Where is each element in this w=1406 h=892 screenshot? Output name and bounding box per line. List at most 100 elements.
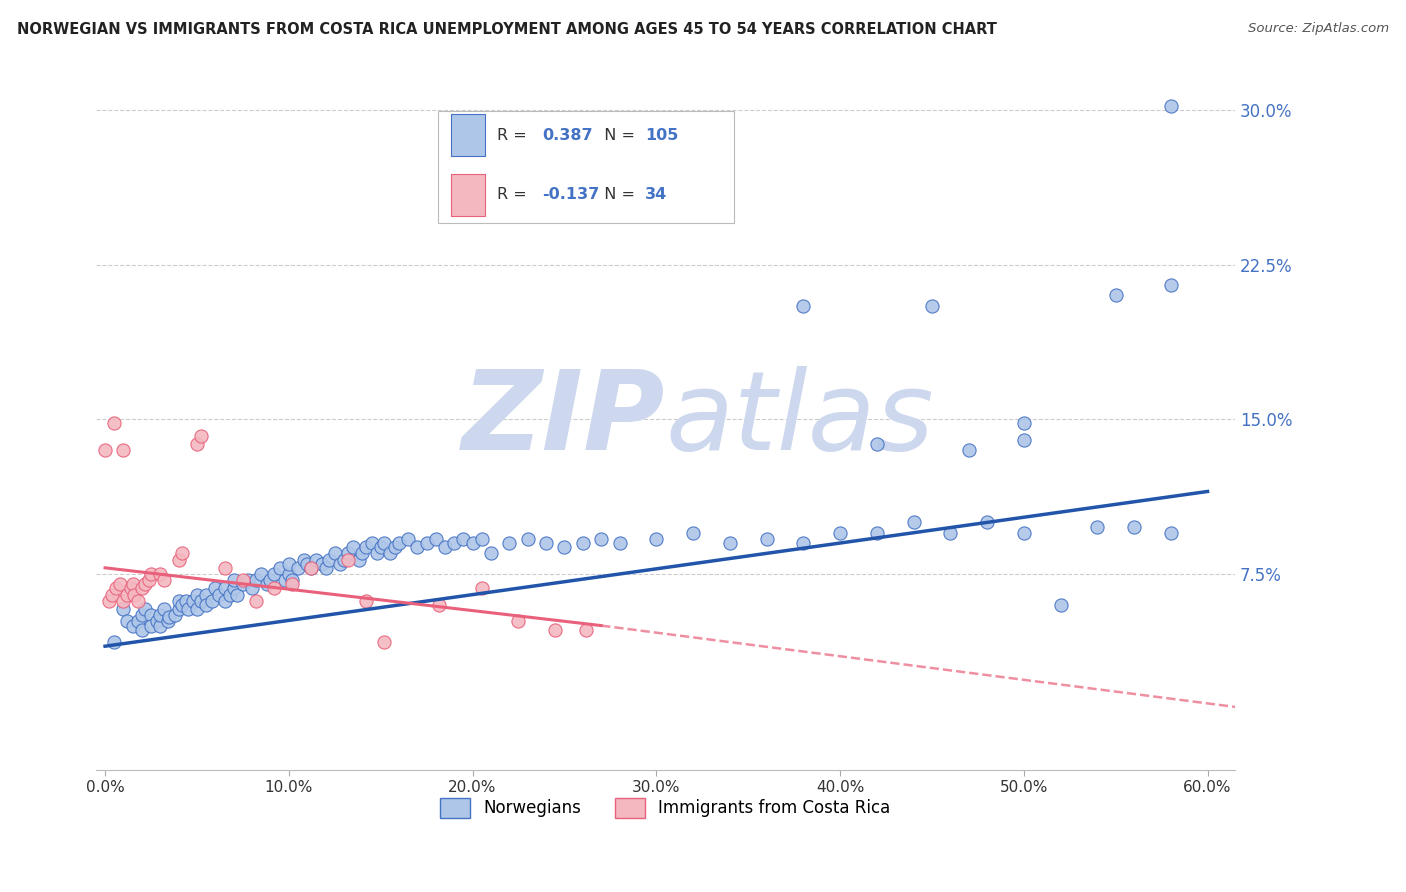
Point xyxy=(263,582,285,596)
Point xyxy=(453,532,475,546)
Point xyxy=(591,532,613,546)
Point xyxy=(323,546,346,560)
Point xyxy=(299,561,322,575)
Point xyxy=(406,540,429,554)
Point xyxy=(318,552,340,566)
FancyBboxPatch shape xyxy=(437,111,734,223)
Point xyxy=(544,623,567,637)
Point xyxy=(277,566,299,581)
Point xyxy=(1012,525,1035,540)
Point xyxy=(277,557,299,571)
Point xyxy=(103,417,125,431)
Point xyxy=(479,546,502,560)
Point xyxy=(263,566,285,581)
Text: -0.137: -0.137 xyxy=(543,187,600,202)
Point xyxy=(149,618,172,632)
Point xyxy=(575,623,598,637)
Point xyxy=(354,540,377,554)
Point xyxy=(105,582,128,596)
Point xyxy=(1104,288,1126,302)
Point xyxy=(240,582,263,596)
Point xyxy=(443,536,465,550)
Text: 105: 105 xyxy=(645,128,678,143)
Text: ZIP: ZIP xyxy=(463,366,665,473)
Point xyxy=(121,577,143,591)
Point xyxy=(157,610,180,624)
Point xyxy=(305,552,328,566)
Point xyxy=(682,525,704,540)
Point xyxy=(921,299,943,313)
Point xyxy=(471,582,494,596)
Point xyxy=(256,577,278,591)
Point xyxy=(112,443,135,458)
Point xyxy=(553,540,575,554)
Point xyxy=(138,573,160,587)
Point xyxy=(112,594,135,608)
Point xyxy=(347,552,370,566)
Point xyxy=(342,540,364,554)
Point xyxy=(281,577,304,591)
Point xyxy=(498,536,520,550)
Point xyxy=(204,582,226,596)
Point xyxy=(94,443,117,458)
Text: N =: N = xyxy=(593,187,640,202)
Point xyxy=(828,525,851,540)
Point xyxy=(131,608,153,623)
Point xyxy=(156,615,179,629)
Point xyxy=(1012,433,1035,447)
Point xyxy=(121,618,143,632)
Point xyxy=(101,588,124,602)
Point xyxy=(373,635,395,649)
Point xyxy=(167,552,190,566)
Point xyxy=(153,573,176,587)
Point xyxy=(384,540,406,554)
Point xyxy=(434,540,457,554)
Point xyxy=(396,532,419,546)
Point xyxy=(226,588,249,602)
Point xyxy=(139,608,162,623)
Point xyxy=(145,615,167,629)
Point xyxy=(366,546,388,560)
Point xyxy=(174,594,197,608)
Point xyxy=(108,577,131,591)
Point xyxy=(214,594,236,608)
Point xyxy=(429,598,451,612)
Point xyxy=(177,602,200,616)
Point xyxy=(149,566,172,581)
Text: atlas: atlas xyxy=(665,366,934,473)
Point xyxy=(232,577,254,591)
Point xyxy=(329,557,352,571)
Point xyxy=(103,635,125,649)
Point xyxy=(190,594,212,608)
Text: 34: 34 xyxy=(645,187,668,202)
Point xyxy=(214,582,236,596)
Point xyxy=(238,573,260,587)
Point xyxy=(373,536,395,550)
Point xyxy=(792,536,814,550)
Point xyxy=(201,594,224,608)
Point xyxy=(245,594,267,608)
Point xyxy=(131,623,153,637)
Point xyxy=(903,516,925,530)
Point xyxy=(1160,278,1182,293)
Point xyxy=(370,540,392,554)
Point xyxy=(127,594,149,608)
Point xyxy=(534,536,557,550)
Point xyxy=(163,608,186,623)
Text: R =: R = xyxy=(496,187,531,202)
Point xyxy=(127,615,149,629)
Point xyxy=(388,536,411,550)
Point xyxy=(333,552,356,566)
Point xyxy=(124,588,146,602)
Point xyxy=(572,536,595,550)
Legend: Norwegians, Immigrants from Costa Rica: Norwegians, Immigrants from Costa Rica xyxy=(434,791,897,825)
Point xyxy=(609,536,631,550)
Point xyxy=(222,582,245,596)
Point xyxy=(219,588,242,602)
Point xyxy=(299,561,322,575)
Point xyxy=(755,532,778,546)
Point xyxy=(232,573,254,587)
Point xyxy=(139,618,162,632)
Point xyxy=(195,598,218,612)
Point xyxy=(352,546,374,560)
